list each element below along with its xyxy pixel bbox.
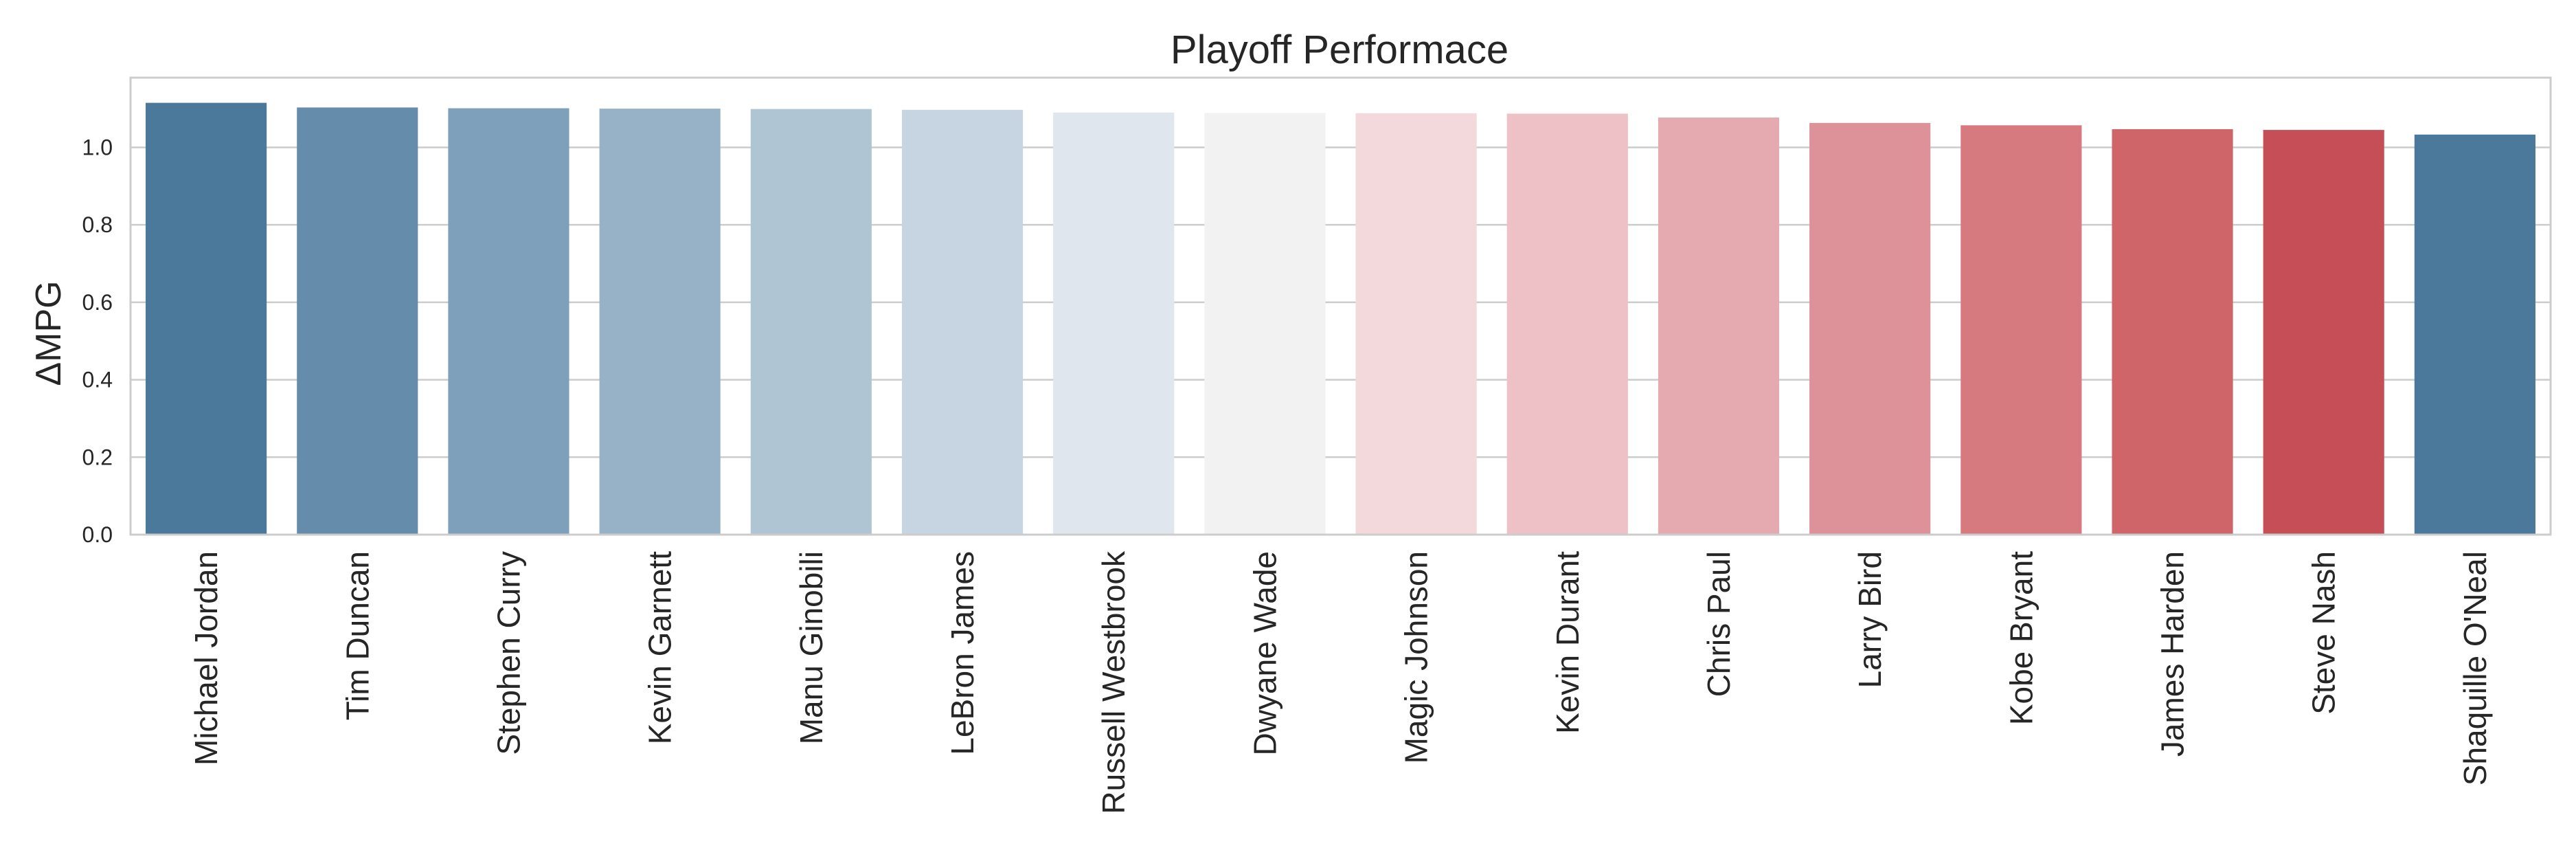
x-tick-label: Tim Duncan <box>339 551 375 720</box>
x-tick-labels: Michael Jordan Tim Duncan Stephen Curry Kev… <box>188 550 2493 814</box>
bar <box>1506 113 1628 535</box>
y-tick-label: 0.2 <box>82 445 113 469</box>
chart-title: Playoff Performace <box>1171 27 1509 72</box>
bar <box>2263 130 2384 535</box>
x-tick-label: Stephen Curry <box>490 551 526 755</box>
bar <box>2112 129 2233 535</box>
y-tick-label: 0.4 <box>82 368 113 392</box>
bar <box>1961 125 2082 535</box>
bar <box>599 109 721 535</box>
bar <box>1204 113 1326 535</box>
y-tick-label: 0.6 <box>82 290 113 315</box>
x-tick-label: Magic Johnson <box>1399 551 1434 763</box>
bars <box>146 102 2535 535</box>
bar <box>1355 113 1477 535</box>
bar <box>2414 134 2535 535</box>
y-axis-label: ΔMPG <box>29 280 69 386</box>
bar <box>146 102 267 535</box>
x-tick-label: Manu Ginobili <box>793 551 829 744</box>
x-tick-label: Michael Jordan <box>188 551 224 766</box>
x-tick-label: Steve Nash <box>2306 551 2342 715</box>
plot-frame <box>129 76 2552 536</box>
x-tick-label: James Harden <box>2155 551 2191 757</box>
x-tick-label: Larry Bird <box>1852 551 1888 688</box>
y-tick-label: 0.8 <box>82 212 113 237</box>
bar <box>448 108 569 535</box>
bar <box>1053 112 1175 535</box>
bar <box>297 107 418 535</box>
x-tick-label: Dwyane Wade <box>1247 551 1283 755</box>
bar <box>1809 122 1931 535</box>
x-tick-label: Russell Westbrook <box>1096 550 1131 814</box>
x-tick-label: Kevin Garnett <box>642 551 678 744</box>
x-tick-label: Chris Paul <box>1701 551 1737 697</box>
bar <box>1658 118 1780 535</box>
bar <box>750 109 872 535</box>
x-tick-label: Shaquille O'Neal <box>2457 551 2493 785</box>
y-tick-labels: 0.0 0.2 0.4 0.6 0.8 1.0 <box>82 135 113 547</box>
bar <box>901 109 1024 535</box>
x-tick-label: LeBron James <box>945 551 980 755</box>
x-tick-label: Kobe Bryant <box>2003 551 2039 725</box>
y-tick-label: 0.0 <box>82 522 113 547</box>
y-tick-label: 1.0 <box>82 135 113 159</box>
x-tick-label: Kevin Durant <box>1550 551 1585 734</box>
